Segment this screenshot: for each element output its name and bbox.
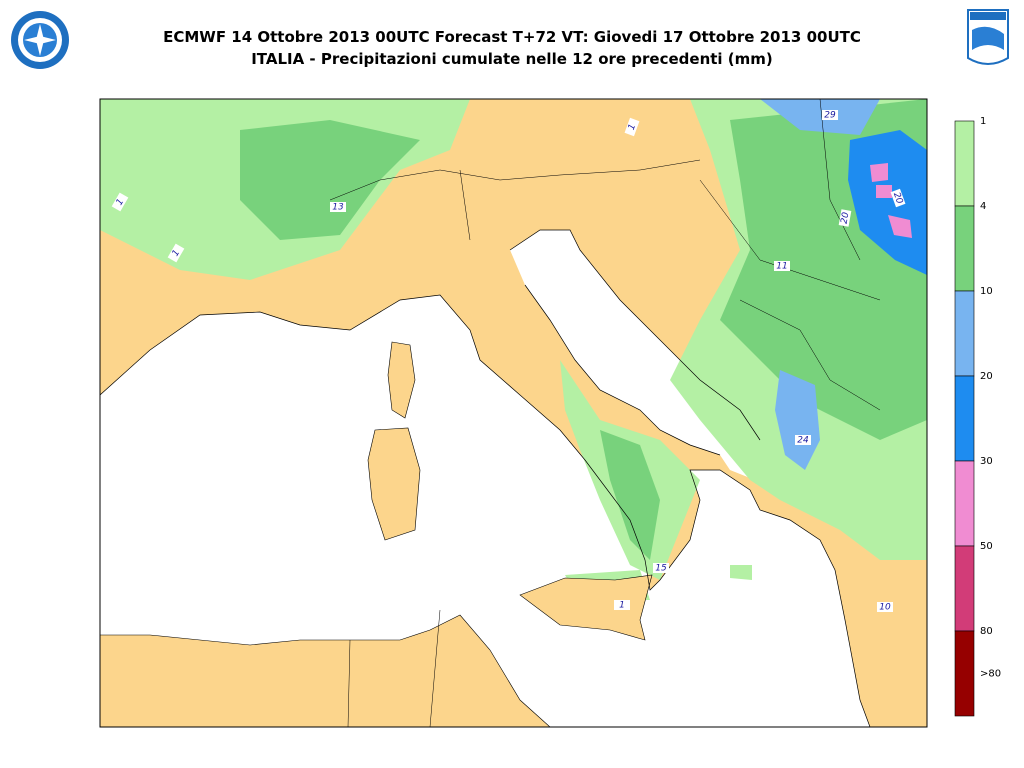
legend-swatch (954, 120, 975, 207)
legend-label: 20 (980, 371, 993, 382)
legend-swatch (954, 630, 975, 717)
map-label: 11 (774, 261, 790, 272)
map-label: 13 (330, 202, 346, 213)
legend-label: >80 (980, 669, 1001, 680)
map-label-box (822, 110, 838, 120)
title-line-2: ITALIA - Precipitazioni cumulate nelle 1… (251, 50, 773, 68)
map-label-box (167, 243, 185, 263)
map-label-text: 13 (332, 203, 344, 213)
map-label: 1 (111, 192, 129, 212)
legend-swatch (954, 375, 975, 462)
map-label-text: 29 (824, 111, 836, 121)
map-label: 1 (624, 117, 640, 137)
map-label-text: 1 (171, 248, 183, 258)
map (100, 99, 927, 727)
map-label: 1 (167, 243, 185, 263)
map-label: 20 (838, 209, 852, 227)
map-label-box (838, 209, 852, 227)
map-label-text: 10 (879, 603, 891, 613)
map-label-text: 1 (619, 601, 625, 611)
map-label-box (111, 192, 129, 212)
map-label-text: 20 (840, 211, 852, 224)
legend-label: 10 (980, 286, 993, 297)
map-label-box (624, 117, 640, 137)
map-label-box (890, 188, 906, 208)
legend-swatch (954, 290, 975, 377)
legend-swatch (954, 205, 975, 292)
map-label: 15 (653, 563, 669, 574)
map-label-text: 1 (115, 197, 127, 207)
right-logo (967, 9, 1009, 65)
map-label-text: 20 (891, 191, 904, 205)
left-logo (11, 11, 69, 69)
title-line-1: ECMWF 14 Ottobre 2013 00UTC Forecast T+7… (163, 28, 861, 46)
map-label: 24 (795, 435, 811, 446)
legend-label: 30 (980, 456, 993, 467)
map-label: 10 (877, 602, 893, 613)
legend-label: 1 (980, 116, 986, 127)
legend-label: 4 (980, 201, 986, 212)
map-label-box (877, 602, 893, 612)
map-frame (99, 98, 928, 728)
legend-label: 50 (980, 541, 993, 552)
map-label-box (653, 563, 669, 573)
map-label-text: 24 (797, 436, 809, 446)
map-label-text: 11 (776, 262, 787, 272)
legend-swatch (954, 545, 975, 632)
legend-label: 80 (980, 626, 993, 637)
map-label: 20 (890, 188, 906, 208)
map-label: 1 (614, 600, 630, 611)
map-label-box (330, 202, 346, 212)
map-label-text: 15 (655, 564, 667, 574)
map-label-box (614, 600, 630, 610)
map-label-box (795, 435, 811, 445)
map-label: 29 (822, 110, 838, 121)
map-label-text: 1 (627, 123, 638, 132)
map-label-box (774, 261, 790, 271)
legend-swatch (954, 460, 975, 547)
